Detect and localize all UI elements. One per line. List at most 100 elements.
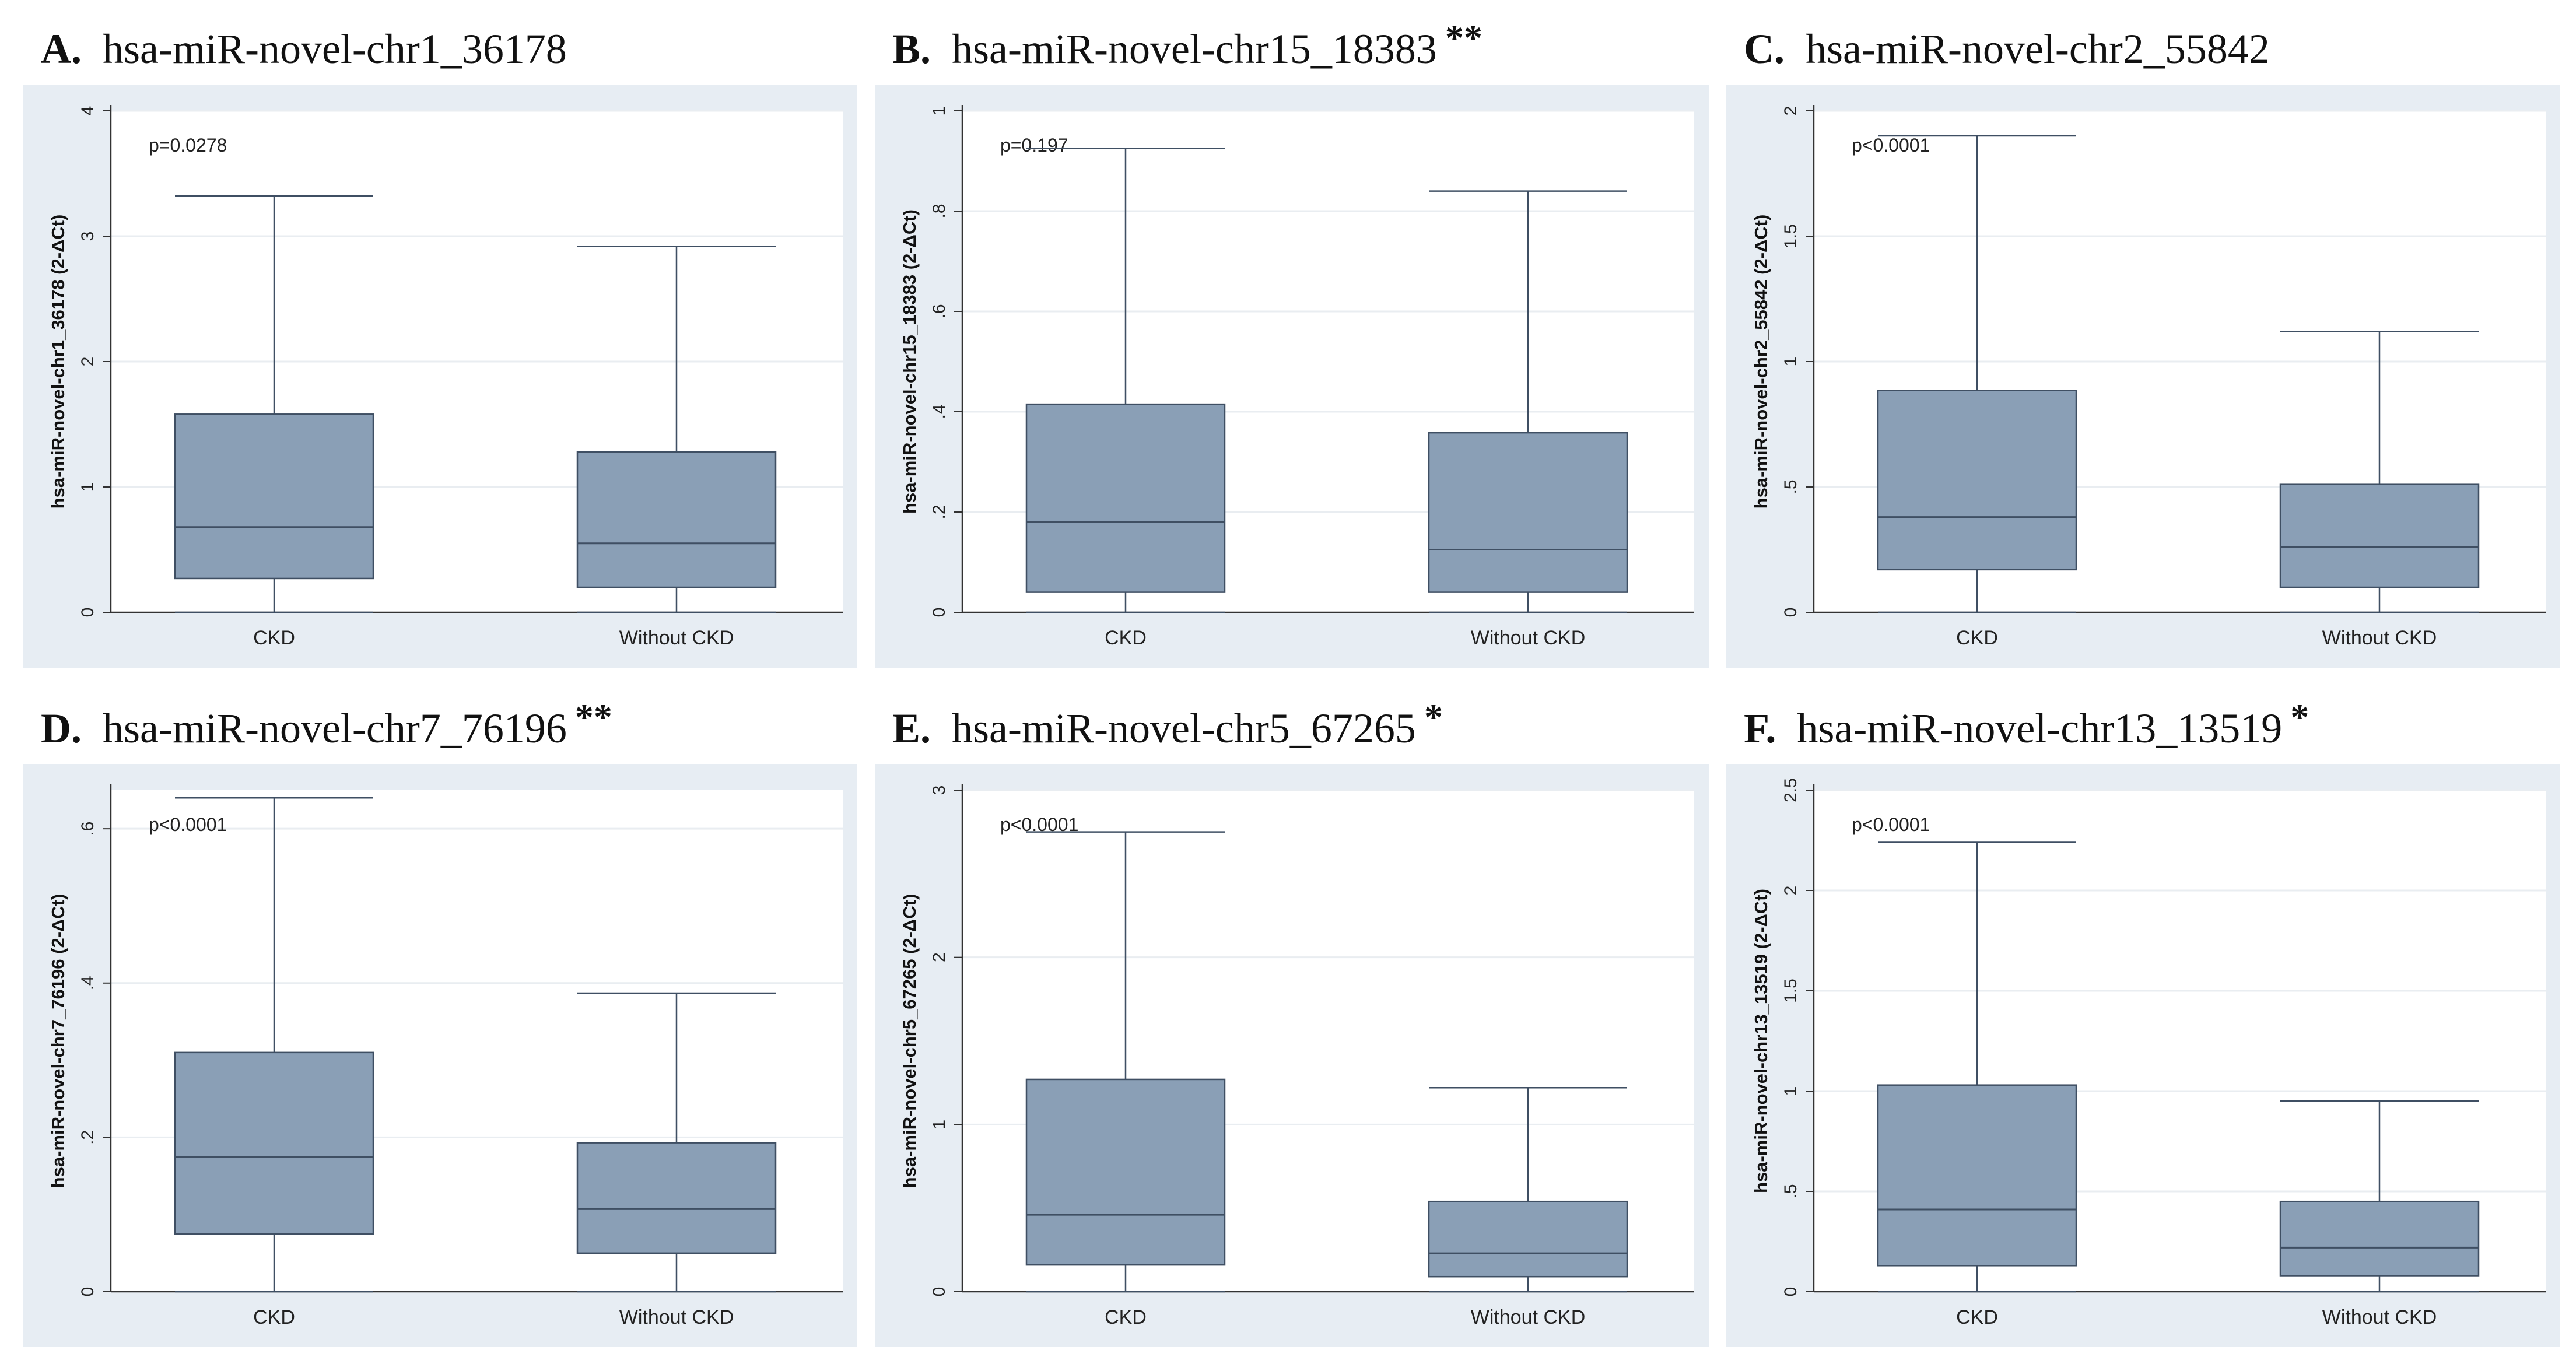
- box-without-ckd: [2279, 1100, 2480, 1293]
- boxplot-chart: 0 .5 1 1.5 2 2.5 hsa-miR-novel-chr13_13519 (2-…: [1751, 778, 2546, 1328]
- box-without-ckd: [576, 992, 777, 1293]
- y-tick-label: .2: [930, 504, 949, 519]
- y-tick-label: 2: [78, 357, 97, 367]
- panel-letter: A.: [41, 26, 82, 72]
- panel-title-text: hsa-miR-novel-chr15_18383: [952, 26, 1437, 72]
- panel-title: C. hsa-miR-novel-chr2_55842: [1744, 6, 2278, 72]
- y-axis-label: hsa-miR-novel-chr13_13519 (2-ΔCt): [1751, 889, 1771, 1193]
- y-tick-label: 1: [1781, 1086, 1800, 1096]
- y-tick-label: .4: [930, 404, 949, 419]
- panel-title-text: hsa-miR-novel-chr1_36178: [103, 26, 567, 72]
- y-tick-label: 2: [1781, 106, 1800, 116]
- iqr-box: [1877, 390, 2077, 571]
- y-tick-label: 1.5: [1781, 224, 1800, 248]
- y-tick-label: 0: [1781, 608, 1800, 618]
- y-axis-label: hsa-miR-novel-chr5_67265 (2-ΔCt): [899, 894, 920, 1188]
- box-ckd: [174, 797, 374, 1293]
- box-ckd: [1877, 841, 2077, 1293]
- panel-title: F. hsa-miR-novel-chr13_13519 *: [1744, 685, 2309, 752]
- p-value-annotation: p<0.0001: [1852, 135, 1930, 156]
- panel-title-text: hsa-miR-novel-chr7_76196: [103, 705, 567, 752]
- panel-e: E. hsa-miR-novel-chr5_67265 * 0 1 2 3 hsa-miR-…: [875, 685, 1709, 1353]
- y-tick-label: 2.5: [1781, 778, 1800, 802]
- y-tick-label: 1: [1781, 357, 1800, 367]
- y-tick-label: 4: [78, 106, 97, 116]
- panel-title: A. hsa-miR-novel-chr1_36178: [41, 6, 575, 72]
- y-tick-label: .6: [78, 822, 97, 836]
- x-category-label: Without CKD: [2322, 1306, 2437, 1328]
- box-ckd: [174, 195, 374, 613]
- y-tick-label: .8: [930, 204, 949, 218]
- panel-title: B. hsa-miR-novel-chr15_18383 **: [892, 6, 1482, 72]
- y-axis-label: hsa-miR-novel-chr15_18383 (2-ΔCt): [899, 209, 920, 514]
- iqr-box: [1877, 1084, 2077, 1267]
- y-tick-label: 0: [930, 1287, 949, 1297]
- p-value-annotation: p<0.0001: [149, 814, 227, 835]
- box-without-ckd: [1428, 1087, 1628, 1293]
- p-value-annotation: p=0.0278: [149, 135, 227, 156]
- y-tick-label: .2: [78, 1130, 97, 1145]
- iqr-box: [1428, 1200, 1628, 1278]
- y-tick-label: 0: [930, 608, 949, 618]
- y-axis-label: hsa-miR-novel-chr2_55842 (2-ΔCt): [1751, 215, 1771, 509]
- x-category-label: Without CKD: [1471, 1306, 1586, 1328]
- panel-letter: F.: [1744, 705, 1776, 752]
- significance-marker: **: [574, 696, 612, 738]
- iqr-box: [576, 1142, 777, 1254]
- iqr-box: [174, 1051, 374, 1235]
- box-ckd: [1025, 148, 1226, 613]
- y-tick-label: 1: [930, 106, 949, 116]
- panel-title-text: hsa-miR-novel-chr5_67265: [952, 705, 1416, 752]
- y-tick-label: 1.5: [1781, 979, 1800, 1003]
- panel-b: B. hsa-miR-novel-chr15_18383 ** 0 .2 .4 .6 .8 1…: [875, 6, 1709, 674]
- iqr-box: [1025, 403, 1226, 593]
- panel-letter: B.: [892, 26, 931, 72]
- x-category-label: CKD: [1956, 627, 1998, 649]
- boxplot-chart: 0 .2 .4 .6 hsa-miR-novel-chr7_76196 (2-ΔCt) p…: [48, 784, 843, 1328]
- iqr-box: [1025, 1078, 1226, 1266]
- boxplot-chart: 0 1 2 3 4 hsa-miR-novel-chr1_36178 (2-ΔCt) p=0…: [48, 105, 843, 649]
- y-tick-label: 3: [78, 232, 97, 241]
- y-tick-label: .4: [78, 976, 97, 990]
- x-category-label: CKD: [253, 1306, 295, 1328]
- y-tick-label: 0: [78, 1287, 97, 1297]
- x-category-label: Without CKD: [619, 1306, 734, 1328]
- y-axis-label: hsa-miR-novel-chr1_36178 (2-ΔCt): [48, 215, 68, 509]
- box-ckd: [1877, 135, 2077, 613]
- panel-title: E. hsa-miR-novel-chr5_67265 *: [892, 685, 1443, 752]
- panel-c: C. hsa-miR-novel-chr2_55842 0 .5 1 1.5 2 hsa-m…: [1726, 6, 2560, 674]
- y-tick-label: 3: [930, 786, 949, 795]
- p-value-annotation: p<0.0001: [1852, 814, 1930, 835]
- y-tick-label: .5: [1781, 479, 1800, 494]
- x-category-label: CKD: [1956, 1306, 1998, 1328]
- panel-letter: E.: [892, 705, 931, 752]
- y-tick-label: .5: [1781, 1184, 1800, 1198]
- panel-a: A. hsa-miR-novel-chr1_36178 0 1 2 3 4 hsa-miR-…: [23, 6, 857, 674]
- significance-marker: *: [2290, 696, 2309, 738]
- x-category-label: CKD: [1105, 1306, 1147, 1328]
- y-tick-label: 2: [1781, 886, 1800, 896]
- box-ckd: [1025, 831, 1226, 1293]
- box-without-ckd: [576, 245, 777, 613]
- y-tick-label: 1: [930, 1120, 949, 1130]
- p-value-annotation: p=0.197: [1000, 135, 1068, 156]
- iqr-box: [576, 451, 777, 588]
- panel-letter: D.: [41, 705, 82, 752]
- panel-title-text: hsa-miR-novel-chr2_55842: [1806, 26, 2270, 72]
- iqr-box: [2279, 1200, 2480, 1277]
- x-category-label: CKD: [1105, 627, 1147, 649]
- y-tick-label: 2: [930, 952, 949, 962]
- y-axis-label: hsa-miR-novel-chr7_76196 (2-ΔCt): [48, 894, 68, 1188]
- x-category-label: Without CKD: [2322, 627, 2437, 649]
- y-tick-label: 1: [78, 482, 97, 492]
- panel-title-text: hsa-miR-novel-chr13_13519: [1797, 705, 2283, 752]
- y-tick-label: 0: [78, 608, 97, 618]
- iqr-box: [1428, 432, 1628, 593]
- panel-title: D. hsa-miR-novel-chr7_76196 **: [41, 685, 612, 752]
- x-category-label: CKD: [253, 627, 295, 649]
- iqr-box: [174, 413, 374, 580]
- significance-marker: **: [1445, 17, 1482, 58]
- panel-d: D. hsa-miR-novel-chr7_76196 ** 0 .2 .4 .6 hsa-…: [23, 685, 857, 1353]
- panel-letter: C.: [1744, 26, 1785, 72]
